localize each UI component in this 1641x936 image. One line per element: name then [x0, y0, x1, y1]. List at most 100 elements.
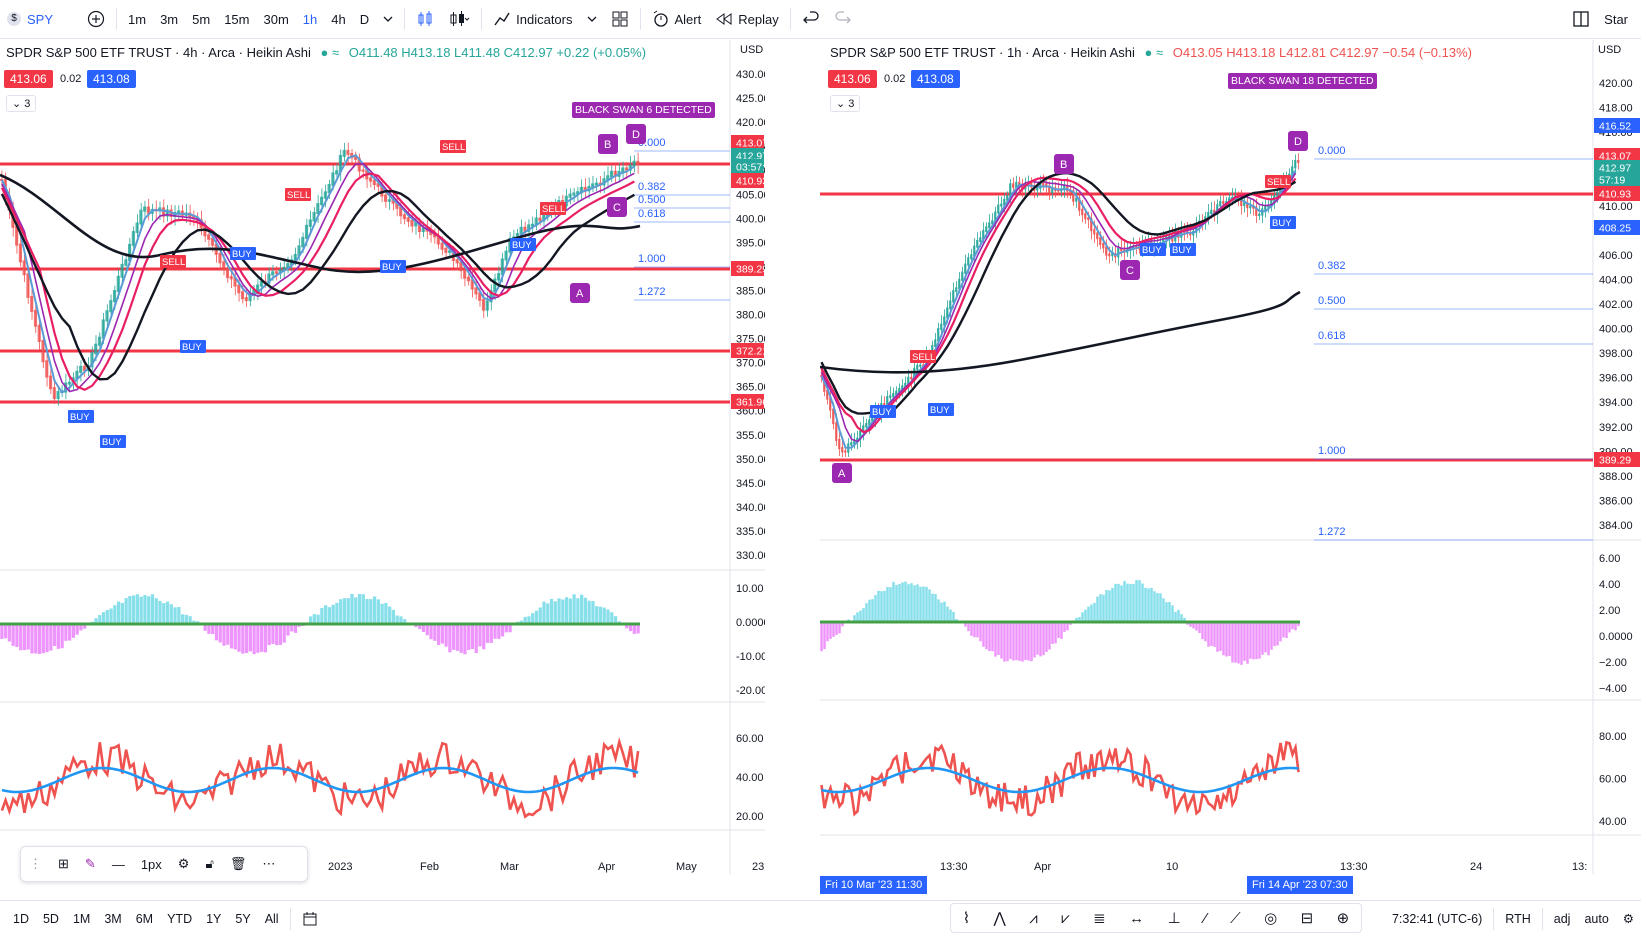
symbol-search[interactable]: $ SPY	[0, 0, 60, 38]
auto-scale-toggle[interactable]: auto	[1584, 911, 1609, 926]
settings-gear-icon[interactable]: ⚙	[177, 856, 190, 871]
drag-handle-icon[interactable]: ⋮	[29, 856, 42, 871]
candle-body	[949, 300, 952, 310]
pattern-marker-label: B	[1060, 159, 1067, 171]
fib-icon[interactable]: ≣	[1093, 910, 1106, 927]
session-toggle[interactable]: RTH	[1505, 911, 1531, 926]
ask-price[interactable]: 413.08	[911, 70, 960, 88]
price-tick-label: 400.00	[736, 213, 765, 225]
brush-icon[interactable]: ⁄	[1204, 909, 1207, 927]
interval-30m[interactable]: 30m	[263, 11, 289, 27]
ask-price[interactable]: 413.08	[87, 70, 136, 88]
goto-date-button[interactable]	[295, 901, 325, 936]
indicators-button[interactable]: Indicators	[486, 0, 579, 38]
bar-style-button[interactable]	[409, 0, 441, 38]
candle-body	[271, 271, 275, 276]
price-axis-tag	[1594, 160, 1640, 175]
bid-price[interactable]: 413.06	[4, 70, 53, 88]
star-button[interactable]: Star	[1604, 11, 1628, 27]
currency-label[interactable]: USD	[740, 44, 764, 56]
interval-dropdown[interactable]	[376, 0, 400, 38]
candle-body	[41, 339, 45, 363]
candle-body	[820, 375, 823, 378]
price-tick-label: 340.00	[736, 502, 765, 514]
candle-body	[916, 364, 919, 370]
undo-button[interactable]	[795, 0, 827, 38]
collapse-count: 3	[848, 98, 855, 110]
range-1M[interactable]: 1M	[72, 911, 91, 926]
range-6M[interactable]: 6M	[135, 911, 154, 926]
indicator-collapse-button[interactable]: ⌄ 3	[6, 95, 37, 112]
indicator-collapse-button[interactable]: ⌄ 3	[830, 95, 861, 112]
time-cursor-right: Fri 14 Apr '23 07:30	[1247, 876, 1353, 894]
range-1Y[interactable]: 1Y	[206, 911, 222, 926]
candle-body	[907, 376, 910, 385]
line-width-label[interactable]: 1px	[140, 856, 162, 872]
bid-price[interactable]: 413.06	[828, 70, 877, 88]
pencil-icon[interactable]: ✎	[84, 856, 96, 871]
signal-tag	[230, 247, 256, 260]
candle-body	[976, 240, 979, 248]
more-icon[interactable]: ⋯	[262, 856, 276, 871]
magnet-icon[interactable]: ◎	[1264, 910, 1278, 927]
chart-pane-1h[interactable]: 420.00418.00416.00414.00412.00410.00408.…	[820, 40, 1641, 894]
elliott-wave-icon[interactable]: ⌇	[962, 910, 971, 927]
panel-toggle-button[interactable]	[1565, 0, 1597, 38]
interval-5m[interactable]: 5m	[192, 11, 211, 27]
interval-15m[interactable]: 15m	[224, 11, 250, 27]
layout-button[interactable]	[604, 0, 636, 38]
interval-3m[interactable]: 3m	[160, 11, 179, 27]
chart-pane-4h[interactable]: 430.00425.00420.00415.00410.00405.00400.…	[0, 40, 765, 874]
signal-tag-label: BUY	[232, 249, 252, 260]
abcd-icon[interactable]: ⩗	[1061, 909, 1070, 927]
cursor-line-icon[interactable]: ↔	[1129, 909, 1145, 927]
compare-add-button[interactable]	[80, 0, 112, 38]
heikin-ashi-button[interactable]	[441, 0, 477, 38]
redo-button[interactable]	[827, 0, 859, 38]
path-icon[interactable]: ⟋	[1230, 909, 1241, 927]
chart-canvas-4h[interactable]: 430.00425.00420.00415.00410.00405.00400.…	[0, 40, 765, 874]
range-5Y[interactable]: 5Y	[235, 911, 251, 926]
range-All[interactable]: All	[264, 911, 279, 926]
clock-readout[interactable]: 7:32:41 (UTC-6)	[1391, 911, 1483, 926]
currency-label[interactable]: USD	[1598, 44, 1622, 56]
adj-toggle[interactable]: adj	[1553, 911, 1571, 926]
lock-icon[interactable]: 🔓︎	[205, 856, 214, 871]
interval-1h[interactable]: 1h	[302, 11, 318, 27]
chart-settings-button[interactable]: ⚙	[1616, 901, 1641, 936]
candle-body	[203, 226, 207, 237]
ruler-icon[interactable]: ⊥	[1167, 910, 1181, 927]
interval-4h[interactable]: 4h	[331, 11, 346, 27]
chart-title[interactable]: SPDR S&P 500 ETF TRUST · 1h · Arca · Hei…	[830, 45, 1135, 60]
pattern-icon[interactable]: ⋀	[993, 910, 1006, 927]
candle-body	[481, 298, 486, 311]
candle-body	[628, 164, 632, 171]
alert-button[interactable]: Alert	[645, 0, 709, 38]
candle-body	[1078, 197, 1081, 211]
range-3M[interactable]: 3M	[104, 911, 122, 926]
line-style-icon[interactable]: —	[111, 856, 125, 872]
replay-button[interactable]: Replay	[708, 0, 785, 38]
template-icon[interactable]: ⊞	[58, 856, 69, 871]
chart-canvas-1h[interactable]: 420.00418.00416.00414.00412.00410.00408.…	[820, 40, 1641, 874]
candle-body	[384, 194, 388, 202]
candle-body	[478, 292, 482, 301]
price-axis-tag-label: 389.29	[1599, 455, 1631, 467]
price-axis-tag-label: 389.29	[736, 264, 765, 276]
interval-1m[interactable]: 1m	[128, 11, 147, 27]
range-YTD[interactable]: YTD	[167, 911, 193, 926]
interval-D[interactable]: D	[359, 11, 370, 27]
candle-body	[331, 172, 335, 186]
xabcd-icon[interactable]: ⩘	[1029, 909, 1038, 927]
chart-title[interactable]: SPDR S&P 500 ETF TRUST · 4h · Arca · Hei…	[6, 45, 311, 60]
indicators-dropdown[interactable]	[580, 0, 604, 38]
trash-icon[interactable]: 🗑︎	[229, 856, 247, 871]
candle-body	[985, 226, 988, 233]
candle-body	[871, 417, 874, 422]
zoom-icon[interactable]: ⊕	[1336, 910, 1350, 927]
candle-body	[493, 278, 497, 293]
pattern-marker-label: D	[1294, 136, 1302, 148]
range-1D[interactable]: 1D	[13, 911, 29, 926]
measure-icon[interactable]: ⊟	[1300, 910, 1314, 927]
range-5D[interactable]: 5D	[42, 911, 59, 926]
